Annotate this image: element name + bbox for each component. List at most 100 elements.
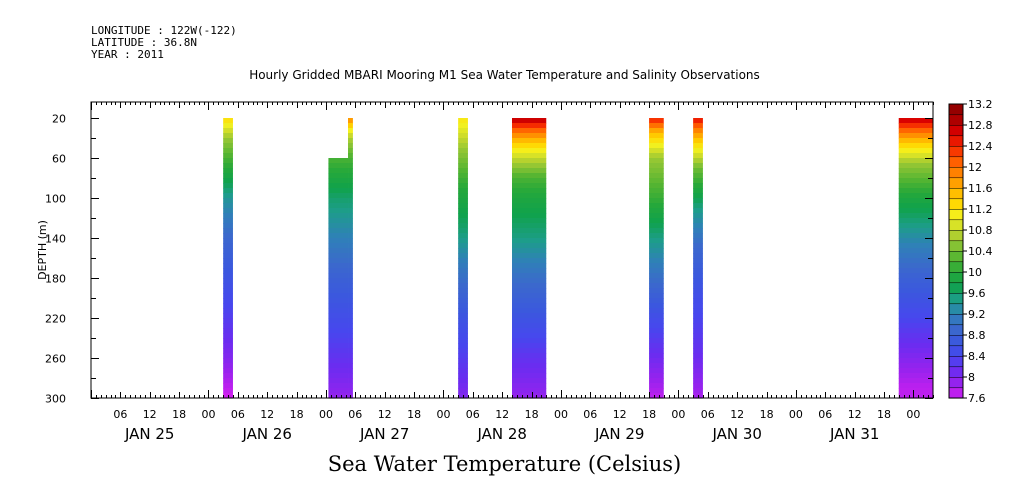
temperature-cell [223, 383, 233, 389]
temperature-cell [328, 368, 348, 374]
temperature-cell [328, 268, 348, 274]
y-tick-label: 60 [52, 153, 66, 166]
temperature-cell [458, 368, 468, 374]
temperature-cell [649, 373, 664, 379]
temperature-cell [328, 203, 348, 209]
temperature-cell [348, 228, 353, 234]
temperature-cell [328, 383, 348, 389]
colorbar-swatch [948, 303, 964, 315]
temperature-cell [512, 278, 547, 284]
temperature-cell [693, 238, 703, 244]
temperature-cell [458, 378, 468, 384]
x-day-label: JAN 27 [359, 425, 410, 443]
temperature-cell [649, 183, 664, 189]
temperature-cell [649, 303, 664, 309]
temperature-cell [348, 223, 353, 229]
temperature-cell [512, 348, 547, 354]
temperature-cell [458, 148, 468, 154]
temperature-cell [223, 188, 233, 194]
temperature-cell [328, 158, 348, 164]
temperature-cell [898, 128, 933, 134]
temperature-cell [649, 168, 664, 174]
latitude-text: LATITUDE : 36.8N [91, 36, 197, 49]
temperature-cell [649, 133, 664, 139]
temperature-cell [649, 268, 664, 274]
temperature-cell [512, 288, 547, 294]
colorbar-swatch [948, 124, 964, 137]
temperature-cell [348, 368, 353, 374]
temperature-segment [458, 118, 468, 399]
temperature-cell [898, 163, 933, 169]
temperature-cell [223, 198, 233, 204]
temperature-cell [512, 393, 547, 399]
temperature-cell [223, 323, 233, 329]
temperature-cell [458, 343, 468, 349]
temperature-cell [458, 133, 468, 139]
temperature-cell [693, 233, 703, 239]
temperature-cell [458, 188, 468, 194]
temperature-cell [649, 343, 664, 349]
temperature-cell [223, 193, 233, 199]
temperature-cell [512, 138, 547, 144]
temperature-cell [693, 388, 703, 394]
temperature-cell [898, 263, 933, 269]
temperature-cell [348, 288, 353, 294]
colorbar: 7.6 8 8.4 8.8 9.2 9.6 10 10.4 10.8 11.2 11.6 12 12.4… [948, 98, 993, 405]
x-day-label: JAN 28 [476, 425, 527, 443]
x-tick-label: 12 [848, 408, 862, 421]
temperature-cell [458, 178, 468, 184]
temperature-cell [693, 283, 703, 289]
temperature-cell [458, 143, 468, 149]
temperature-cell [348, 143, 353, 149]
temperature-cell [649, 363, 664, 369]
temperature-cell [693, 293, 703, 299]
temperature-cell [512, 343, 547, 349]
temperature-cell [693, 303, 703, 309]
temperature-cell [512, 218, 547, 224]
temperature-cell [348, 373, 353, 379]
temperature-cell [223, 123, 233, 129]
temperature-cell [649, 163, 664, 169]
temperature-cell [348, 253, 353, 259]
temperature-cell [649, 283, 664, 289]
temperature-cell [348, 358, 353, 364]
temperature-cell [898, 348, 933, 354]
temperature-cell [649, 393, 664, 399]
x-tick-label: 00 [906, 408, 920, 421]
temperature-cell [223, 238, 233, 244]
axes: 06 12 18 00 06 12 18 00 06 12 18 00 06 12 18 00 06 12 18 00… [36, 102, 934, 443]
y-tick-label: 180 [45, 273, 66, 286]
x-tick-label: 00 [437, 408, 451, 421]
temperature-cell [512, 323, 547, 329]
temperature-segment [693, 118, 703, 399]
temperature-cell [649, 158, 664, 164]
temperature-cell [223, 333, 233, 339]
temperature-segment [649, 118, 664, 399]
temperature-cell [458, 303, 468, 309]
temperature-cell [649, 273, 664, 279]
colorbar-swatch [948, 219, 964, 231]
temperature-cell [348, 123, 353, 129]
temperature-cell [512, 308, 547, 314]
colorbar-label: 8.8 [968, 329, 986, 342]
temperature-cell [693, 223, 703, 229]
temperature-cell [512, 378, 547, 384]
x-tick-label: 00 [319, 408, 333, 421]
temperature-cell [328, 363, 348, 369]
temperature-cell [512, 253, 547, 259]
temperature-cell [898, 288, 933, 294]
x-tick-label: 12 [495, 408, 509, 421]
y-tick-label: 140 [45, 233, 66, 246]
x-tick-label: 18 [172, 408, 186, 421]
temperature-cell [693, 263, 703, 269]
temperature-cell [348, 168, 353, 174]
temperature-cell [328, 198, 348, 204]
temperature-cell [512, 273, 547, 279]
temperature-cell [898, 208, 933, 214]
colorbar-swatch [948, 282, 964, 294]
temperature-cell [898, 173, 933, 179]
colorbar-label: 13.2 [968, 98, 993, 111]
temperature-cell [458, 198, 468, 204]
x-tick-label: 12 [143, 408, 157, 421]
temperature-cell [898, 258, 933, 264]
